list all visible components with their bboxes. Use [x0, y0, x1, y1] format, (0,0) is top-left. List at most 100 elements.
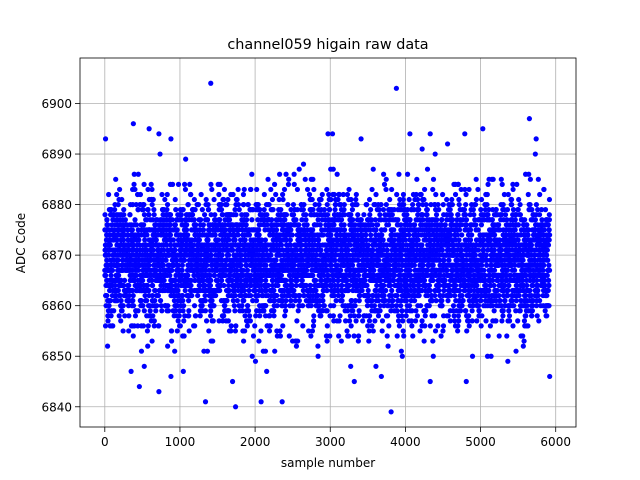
data-point: [264, 212, 270, 218]
data-point: [438, 333, 444, 339]
data-point: [191, 196, 197, 203]
data-point: [370, 166, 376, 172]
data-point: [369, 186, 375, 193]
data-point: [456, 287, 463, 294]
data-point: [463, 217, 470, 223]
data-point: [106, 191, 112, 198]
data-point: [185, 232, 191, 238]
data-point: [396, 171, 402, 177]
data-point: [332, 257, 338, 263]
data-point: [130, 242, 137, 248]
data-point: [178, 217, 185, 223]
data-point: [202, 298, 208, 304]
data-point: [165, 308, 172, 314]
data-point: [334, 171, 340, 177]
data-point: [324, 323, 330, 329]
data-point: [150, 196, 156, 203]
data-point: [310, 176, 316, 182]
data-point: [394, 333, 400, 339]
data-point: [144, 232, 150, 238]
data-point: [244, 323, 250, 329]
data-point: [135, 323, 141, 329]
data-point: [150, 313, 156, 319]
data-point: [169, 217, 175, 223]
data-point: [144, 298, 150, 304]
data-point: [235, 232, 241, 238]
data-point: [466, 313, 472, 319]
data-point: [112, 207, 118, 213]
data-point: [182, 287, 188, 294]
data-point: [347, 242, 353, 248]
data-point: [384, 247, 390, 253]
data-point: [249, 171, 255, 177]
data-point: [274, 292, 280, 299]
data-point: [387, 282, 393, 289]
data-point: [444, 196, 450, 203]
data-point: [165, 303, 171, 309]
data-points: [102, 80, 553, 415]
data-point: [362, 277, 368, 284]
data-point: [349, 207, 356, 213]
data-point: [240, 191, 247, 198]
data-point: [473, 196, 480, 203]
data-point: [270, 207, 276, 213]
data-point: [275, 282, 281, 289]
data-point: [116, 313, 122, 319]
data-point: [248, 292, 254, 299]
data-point: [138, 348, 145, 354]
data-point: [441, 287, 447, 294]
data-point: [121, 212, 127, 218]
data-point: [256, 232, 262, 238]
data-point: [398, 252, 405, 258]
data-point: [351, 333, 357, 339]
data-point: [367, 313, 373, 319]
data-point: [459, 303, 465, 309]
data-point: [373, 227, 379, 233]
data-point: [368, 232, 374, 238]
data-point: [241, 287, 247, 294]
data-point: [309, 196, 315, 203]
data-point: [366, 338, 372, 344]
data-point: [282, 217, 288, 223]
data-point: [345, 247, 351, 253]
data-point: [401, 201, 407, 208]
data-point: [132, 217, 138, 223]
data-point: [186, 313, 192, 319]
data-point: [442, 277, 448, 284]
data-point: [266, 201, 272, 208]
data-point: [126, 328, 132, 334]
data-point: [424, 212, 430, 218]
data-point: [263, 262, 269, 268]
data-point: [452, 191, 459, 198]
data-point: [385, 222, 392, 228]
data-point: [432, 313, 438, 319]
data-point: [224, 298, 230, 304]
data-point: [446, 257, 452, 263]
data-point: [339, 292, 346, 299]
data-point: [375, 222, 381, 228]
data-point: [105, 222, 111, 228]
data-point: [121, 282, 127, 289]
data-point: [178, 212, 184, 218]
data-point: [149, 201, 155, 208]
data-point: [414, 313, 421, 319]
data-point: [389, 287, 395, 294]
data-point: [331, 303, 337, 309]
data-point: [367, 212, 373, 218]
data-point: [208, 181, 214, 187]
data-point: [209, 186, 215, 193]
data-point: [406, 303, 413, 309]
data-point: [212, 212, 218, 218]
data-point: [426, 282, 433, 289]
data-point: [228, 328, 234, 334]
data-point: [288, 298, 294, 304]
data-point: [250, 333, 257, 339]
data-point: [412, 318, 419, 324]
data-point: [355, 272, 362, 278]
data-point: [204, 262, 210, 268]
data-point: [377, 212, 383, 218]
data-point: [467, 237, 474, 243]
data-point: [189, 292, 195, 299]
data-point: [245, 303, 251, 309]
data-point: [186, 328, 192, 334]
